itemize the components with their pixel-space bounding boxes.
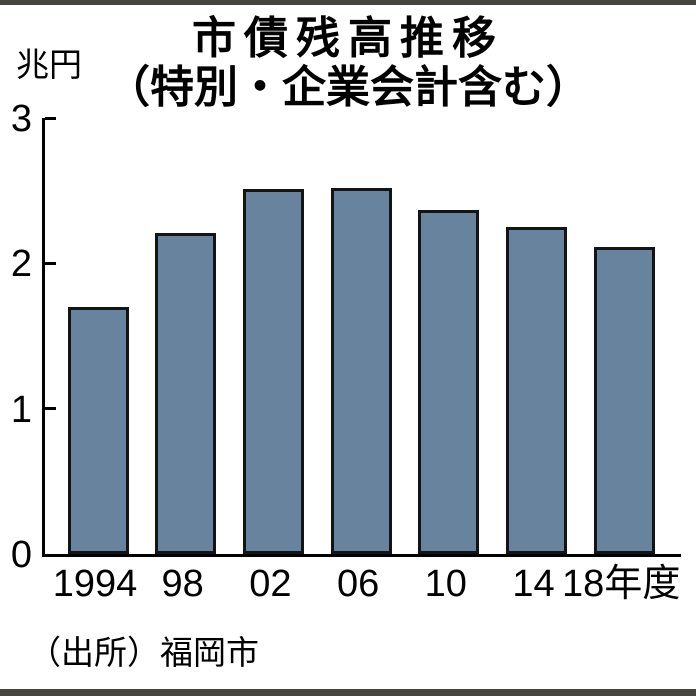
bar-02: [242, 189, 304, 554]
y-tick-label: 3: [10, 98, 32, 140]
y-tick: [45, 116, 56, 120]
chart-title-line1: 市債残高推移: [192, 14, 504, 63]
y-tick-label: 0: [10, 534, 32, 576]
chart-title: 市債残高推移 （特別・企業会計含む）: [0, 14, 696, 112]
source-note: （出所）福岡市: [28, 634, 259, 671]
bottom-border-bar: [0, 689, 696, 696]
bar-98: [155, 233, 217, 554]
x-tick-label: 10: [424, 563, 467, 605]
y-tick-label: 2: [10, 243, 32, 286]
x-tick-label: 18年度: [562, 563, 681, 605]
x-tick-label: 1994: [52, 563, 138, 605]
bar-14: [506, 227, 567, 554]
bar-18年度: [593, 247, 655, 554]
x-tick-label: 98: [161, 563, 204, 605]
x-tick-label: 14: [512, 563, 555, 605]
bar-06: [330, 188, 392, 554]
y-tick: [45, 261, 56, 265]
bar-1994: [67, 307, 129, 554]
plot-area: [42, 116, 681, 557]
top-border-bar: [0, 0, 696, 5]
bar-10: [418, 210, 480, 554]
y-tick-label: 1: [10, 388, 32, 431]
x-tick-label: 02: [249, 563, 292, 605]
y-tick: [45, 407, 56, 411]
chart-title-line2: （特別・企業会計含む）: [106, 63, 590, 112]
x-tick-label: 06: [336, 563, 380, 605]
y-axis-unit-label: 兆円: [16, 46, 82, 83]
